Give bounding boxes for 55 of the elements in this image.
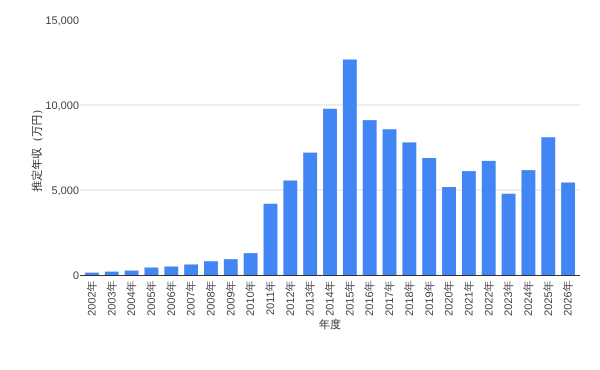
y-tick-label: 5,000 — [51, 184, 79, 197]
y-tick-label: 10,000 — [45, 100, 79, 112]
y-tick-label: 0 — [72, 270, 79, 282]
x-tick-label: 2009年 — [225, 280, 238, 316]
bar — [124, 270, 139, 275]
x-tick-label: 2016年 — [364, 280, 376, 316]
bar — [244, 253, 258, 275]
bar — [382, 129, 396, 275]
x-tick-label: 2022年 — [483, 280, 496, 316]
bar — [442, 186, 456, 275]
bar — [561, 182, 576, 275]
bar — [224, 259, 238, 275]
x-tick-label: 2019年 — [424, 280, 436, 316]
bar — [521, 170, 536, 275]
x-tick-label: 2006年 — [166, 280, 178, 316]
x-axis-title: 年度 — [319, 318, 341, 331]
bar — [104, 272, 119, 275]
x-tick-label: 2010年 — [245, 280, 258, 316]
x-tick-label: 2014年 — [324, 280, 337, 316]
bar — [462, 171, 476, 275]
x-tick-label: 2005年 — [146, 280, 158, 316]
x-tick-label: 2025年 — [542, 280, 555, 316]
x-tick-label: 2011年 — [265, 280, 278, 316]
x-tick-label: 2026年 — [562, 280, 575, 316]
x-tick-label: 2015年 — [344, 280, 356, 316]
bar — [264, 204, 278, 275]
bar — [164, 266, 178, 275]
x-tick-label: 2018年 — [404, 280, 416, 316]
bar — [342, 59, 357, 275]
x-tick-label: 2020年 — [444, 280, 456, 316]
bar — [422, 158, 436, 275]
bar — [303, 152, 318, 275]
x-tick-label: 2017年 — [384, 280, 396, 316]
x-tick-label: 2004年 — [126, 280, 138, 316]
x-tick-label: 2002年 — [86, 280, 98, 316]
bar — [283, 180, 298, 275]
y-tick-label: 15,000 — [45, 14, 79, 27]
x-tick-label: 2003年 — [106, 280, 118, 316]
bar — [541, 137, 556, 275]
bar — [482, 160, 496, 275]
x-tick-label: 2008年 — [206, 280, 218, 316]
y-axis-title: 推定年収（万円） — [30, 104, 44, 192]
bar — [323, 108, 337, 275]
x-tick-label: 2013年 — [304, 280, 317, 316]
bar — [402, 142, 416, 275]
x-tick-label: 2007年 — [186, 280, 198, 316]
x-tick-label: 2012年 — [284, 280, 297, 316]
x-tick-label: 2021年 — [463, 280, 476, 316]
bar — [204, 261, 218, 275]
bar — [184, 264, 198, 275]
bar — [144, 268, 158, 275]
x-tick-label: 2023年 — [503, 280, 516, 316]
bar — [502, 194, 516, 275]
x-tick-label: 2024年 — [522, 280, 535, 316]
bar — [362, 120, 377, 275]
